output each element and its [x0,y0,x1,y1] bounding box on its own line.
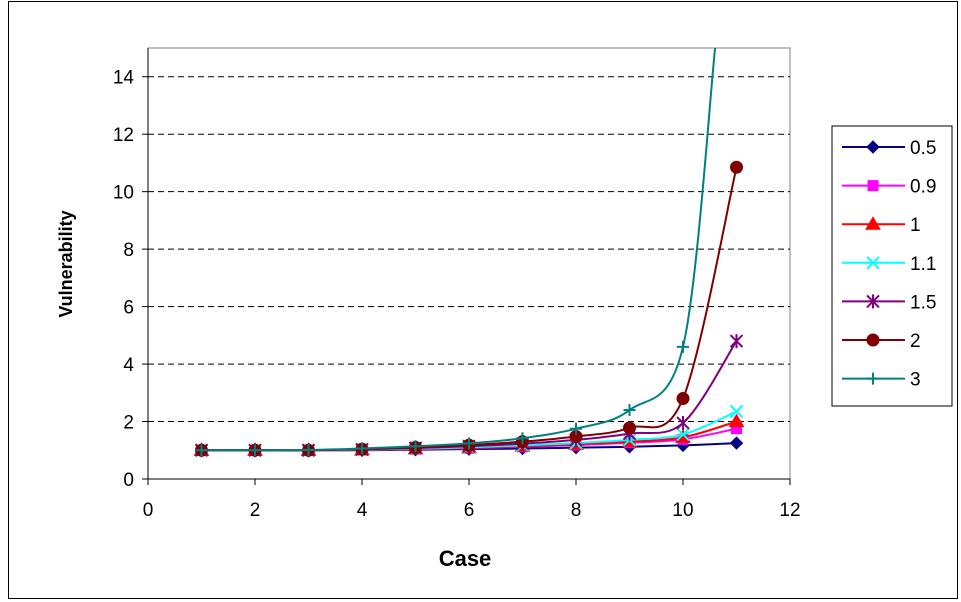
series-layer [193,47,745,458]
series-3 [195,47,717,457]
legend-label: 0.5 [910,138,936,159]
legend-label: 2 [910,331,921,352]
legend-item-0.5: 0.5 [842,138,936,159]
x-tick-label: 8 [571,500,582,521]
data-point [729,436,744,450]
data-point [676,415,690,430]
y-tick-label: 0 [123,470,134,491]
data-point [409,440,422,453]
y-tick-label: 2 [123,413,134,434]
y-tick-label: 14 [113,68,135,89]
data-point [356,442,368,455]
y-tick-label: 10 [113,183,134,204]
legend-label: 1.5 [910,292,936,313]
legend-item-1: 1 [842,215,921,236]
y-tick-label: 12 [113,125,134,146]
plot-area [147,47,791,480]
data-point [302,443,315,456]
legend-marker [865,216,881,230]
data-point [728,413,745,428]
x-tick-label: 4 [357,500,368,521]
legend-items: 0.5 0.9 1 1.1 1.5 2 3 [842,138,936,391]
x-tick-label: 12 [779,500,800,521]
legend-item-1.1: 1.1 [842,254,936,275]
data-point [516,432,529,445]
legend-item-0.9: 0.9 [842,177,936,198]
legend-label: 1 [910,215,921,236]
y-tick-label: 8 [123,240,134,261]
legend-label: 3 [910,370,921,391]
data-point [676,392,690,406]
legend-item-2: 2 [842,331,921,352]
x-tick-label: 10 [672,500,693,521]
legend-marker [867,180,879,192]
legend-marker [866,256,880,270]
data-point [623,421,636,435]
data-point [195,444,208,457]
data-point [729,334,744,349]
data-point [570,422,582,435]
data-point [623,404,636,417]
tick-labels: 0 2 4 6 8 10 12 14 0 2 4 6 8 10 12 [113,68,801,521]
gridlines [148,76,790,423]
legend-item-1.5: 1.5 [842,292,936,313]
y-tick-label: 6 [123,298,134,319]
data-point [249,444,261,457]
data-point [463,437,475,450]
data-point [676,427,690,442]
y-axis-title: Vulnerability [56,210,76,317]
axes [142,48,791,485]
x-tick-label: 2 [250,500,261,521]
x-tick-label: 6 [464,500,475,521]
legend [831,125,953,407]
x-axis-title: Case [439,546,492,571]
legend-marker [867,372,879,385]
y-tick-label: 4 [123,355,134,376]
data-point [730,160,743,174]
x-tick-label: 0 [143,500,154,521]
legend-label: 1.1 [910,254,936,275]
legend-marker [866,294,880,309]
legend-item-3: 3 [842,370,921,391]
legend-marker [866,333,880,347]
data-point [729,404,744,419]
legend-marker [866,140,880,154]
legend-label: 0.9 [910,177,936,198]
data-point [677,340,689,353]
